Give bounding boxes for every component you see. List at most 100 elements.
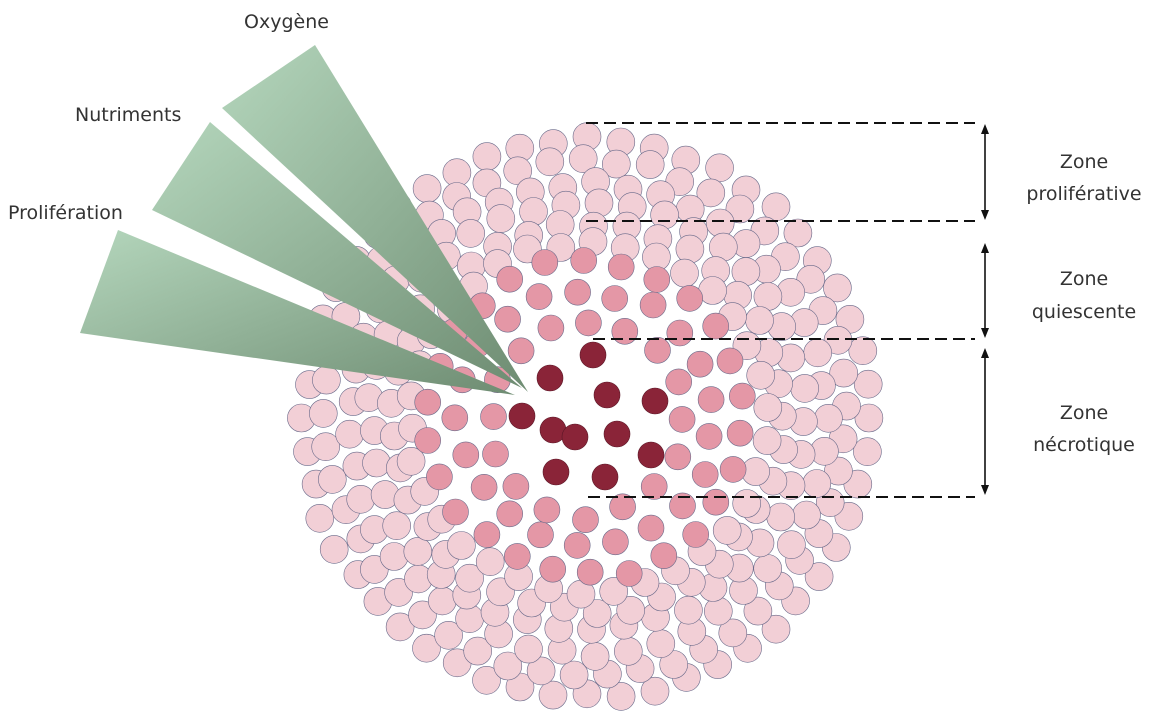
proliferative-cell (582, 599, 612, 628)
proliferative-cell (696, 178, 726, 208)
quiescent-cell (496, 500, 524, 528)
quiescent-cells (414, 247, 756, 587)
quiescent-cell (570, 247, 598, 274)
proliferative-cell (335, 419, 364, 449)
necrotic-zone-label-line2: nécrotique (1033, 434, 1135, 456)
proliferative-cell (761, 192, 791, 222)
quiescent-cell (525, 283, 553, 310)
proliferative-cell (703, 596, 733, 626)
zone-arrows (981, 124, 989, 495)
proliferative-cell (761, 614, 791, 644)
proliferative-cell (853, 369, 883, 399)
proliferative-cell (705, 153, 734, 183)
necrotic-cell (591, 463, 619, 491)
quiescent-cell (664, 443, 692, 471)
proliferative-cell (434, 620, 463, 650)
proliferative-cell (803, 338, 833, 368)
quiescent-cell (643, 266, 671, 293)
proliferative-cell (650, 200, 679, 230)
quiescent-cell (669, 492, 696, 520)
proliferative-cell (519, 197, 548, 226)
proliferative-cell (746, 360, 776, 390)
proliferative-cell (384, 578, 413, 607)
quiescent-cell (602, 528, 629, 556)
proliferative-cell (824, 456, 853, 486)
proliferative-cell (853, 437, 882, 467)
quiescent-cell (414, 388, 442, 416)
proliferative-cell (538, 680, 568, 710)
quiescent-cell (473, 521, 501, 548)
proliferative-cell (743, 596, 773, 626)
proliferative-cell (601, 149, 631, 179)
quiescent-cell (697, 386, 725, 413)
proliferative-cell (447, 531, 476, 560)
quiescent-cell (494, 305, 521, 333)
proliferative-cell (308, 399, 338, 428)
proliferative-zone-arrow (981, 124, 989, 220)
quiescent-cell (564, 278, 591, 306)
proliferative-cell (640, 676, 670, 706)
quiescent-cell (682, 521, 710, 548)
quiescent-cell (607, 253, 635, 281)
proliferative-cell (732, 489, 762, 518)
quiescent-cell (572, 506, 599, 534)
quiescent-cell (533, 496, 561, 524)
necrotic-cells (508, 341, 669, 491)
quiescent-cell (611, 317, 639, 345)
proliferation-label: Prolifération (8, 202, 123, 224)
quiescent-cell (666, 319, 694, 347)
proliferative-cell (312, 365, 341, 395)
proliferative-cell (814, 403, 843, 433)
quiescent-cell (668, 406, 696, 433)
proliferative-cell (379, 542, 409, 571)
necrotic-zone-arrow (981, 348, 989, 495)
proliferative-cell (802, 469, 832, 498)
proliferative-cell (753, 554, 783, 583)
proliferative-cell (535, 147, 565, 177)
proliferative-cell (854, 403, 884, 433)
quiescent-zone-arrow (981, 243, 989, 338)
quiescent-cell (601, 285, 629, 312)
quiescent-cell (691, 461, 719, 488)
proliferative-cell (305, 503, 335, 533)
quiescent-cell (531, 249, 559, 276)
proliferative-cell (412, 174, 442, 203)
quiescent-cell (609, 493, 636, 521)
proliferative-zone-label-line2: proliférative (1026, 183, 1141, 205)
necrotic-cell (593, 381, 621, 409)
proliferative-cell (319, 535, 349, 564)
proliferative-cell (848, 336, 878, 366)
proliferative-cell (616, 595, 646, 625)
oxygen-gradient-wedge (222, 45, 528, 392)
proliferative-cell (472, 142, 502, 171)
quiescent-cell (644, 336, 671, 364)
proliferative-cell (606, 682, 636, 711)
proliferative-cell (396, 446, 426, 476)
quiescent-cell (426, 463, 453, 491)
proliferative-cell (675, 234, 705, 264)
proliferative-cell (427, 586, 457, 616)
zone-boundaries (586, 122, 975, 498)
quiescent-cell (637, 514, 665, 542)
proliferation-gradient-wedge (80, 230, 515, 395)
proliferative-cell (475, 547, 505, 577)
quiescent-zone-label-line2: quiescente (1032, 301, 1136, 323)
proliferative-cell (752, 426, 782, 455)
quiescent-cell (414, 427, 442, 454)
quiescent-cell (563, 532, 591, 559)
proliferative-cell (725, 194, 755, 224)
quiescent-cell (686, 350, 714, 378)
quiescent-cell (639, 291, 667, 319)
quiescent-cell (665, 368, 693, 396)
quiescent-cell (527, 521, 554, 549)
quiescent-zone-label-line1: Zone (1060, 268, 1108, 290)
quiescent-cell (726, 419, 754, 447)
necrotic-cell (561, 423, 589, 451)
quiescent-cell (650, 542, 678, 570)
quiescent-cell (537, 314, 565, 342)
proliferative-cell (766, 502, 796, 532)
quiescent-cell (507, 337, 535, 365)
quiescent-cell (470, 473, 498, 501)
proliferative-cell (346, 484, 376, 514)
